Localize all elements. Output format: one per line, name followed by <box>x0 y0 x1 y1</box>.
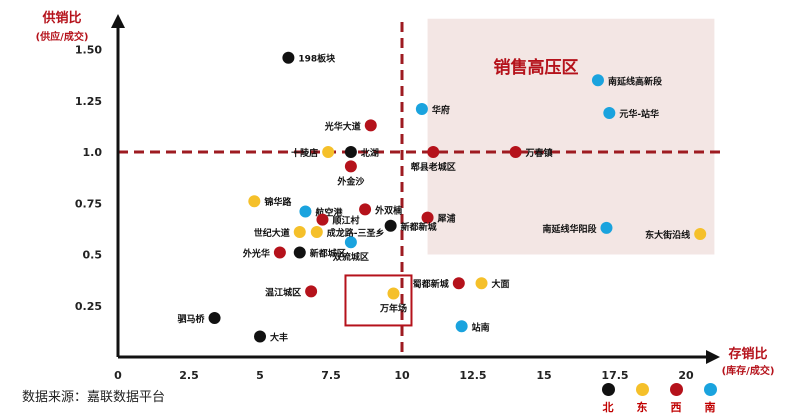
data-point <box>344 146 357 158</box>
data-point <box>344 236 357 249</box>
legend-item-north: 北 <box>596 383 620 415</box>
data-point-label: 外金沙 <box>336 175 364 187</box>
data-point <box>455 320 468 333</box>
legend-swatch <box>669 383 683 396</box>
data-point <box>475 277 488 290</box>
legend-label: 南 <box>704 401 716 414</box>
data-point <box>299 205 312 218</box>
x-tick-label: 15 <box>536 369 551 382</box>
data-point-label: 郫县老城区 <box>411 161 456 173</box>
x-tick-label: 17.5 <box>601 369 628 382</box>
x-tick-label: 10 <box>394 369 410 382</box>
high-pressure-zone <box>427 18 715 255</box>
highlight-box <box>344 274 413 327</box>
data-point <box>282 51 295 64</box>
data-point <box>509 146 522 158</box>
x-tick-label: 0 <box>114 369 122 382</box>
data-point-label: 成龙路-三圣乡 <box>327 227 385 239</box>
legend-swatch <box>635 383 649 396</box>
data-point-label: 十陵店 <box>291 147 318 159</box>
data-point-label: 锦华路 <box>264 196 292 208</box>
y-tick-label: 0.25 <box>75 300 102 313</box>
y-axis-arrow <box>111 14 125 28</box>
data-point-label: 北湖 <box>361 147 379 159</box>
legend-item-south: 南 <box>698 383 722 415</box>
x-tick-label: 7.5 <box>321 369 341 382</box>
data-point <box>293 225 306 238</box>
y-tick-label: 0.5 <box>83 249 103 262</box>
y-tick-label: 1.50 <box>75 44 102 57</box>
data-point-label: 南延线高新段 <box>608 75 663 87</box>
legend-label: 西 <box>670 401 682 414</box>
legend-item-west: 西 <box>664 383 688 415</box>
legend-item-east: 东 <box>630 383 654 415</box>
data-point-label: 万年场 <box>379 302 407 314</box>
legend-label: 北 <box>602 401 614 414</box>
data-point-label: 万春镇 <box>525 147 553 159</box>
data-point <box>359 203 372 216</box>
data-point-label: 顺江村 <box>332 215 359 227</box>
legend: 北东西南 <box>596 383 796 415</box>
data-point-label: 光华大道 <box>324 120 361 132</box>
data-source-note: 数据来源：嘉联数据平台 <box>22 390 166 405</box>
data-point <box>694 228 707 240</box>
x-axis-arrow <box>706 350 720 364</box>
x-axis-title: 存销比 <box>728 346 767 362</box>
data-point <box>421 211 434 224</box>
x-tick-label: 20 <box>678 369 694 382</box>
legend-swatch <box>703 383 717 396</box>
data-point-label: 世纪大道 <box>254 227 290 239</box>
data-point <box>254 330 266 343</box>
data-point-label: 外光华 <box>242 247 270 259</box>
y-tick-label: 1.0 <box>83 146 103 159</box>
x-tick-label: 2.5 <box>179 369 199 382</box>
data-point-label: 大面 <box>492 278 510 290</box>
data-point-label: 外双楠 <box>374 204 402 216</box>
data-point <box>591 74 604 87</box>
y-axis-title: 供销比 <box>41 10 81 26</box>
y-axis-subtitle: (供应/成交) <box>36 30 89 43</box>
x-tick-label: 5 <box>256 369 264 382</box>
data-point <box>427 146 440 158</box>
data-point <box>415 102 428 115</box>
data-point <box>452 277 465 290</box>
data-point-label: 蜀都新城 <box>413 278 449 290</box>
data-point <box>384 219 397 232</box>
data-point-label: 东大街沿线 <box>645 229 690 241</box>
data-point <box>344 160 357 173</box>
data-point-label: 温江城区 <box>265 286 301 298</box>
data-point <box>208 312 221 325</box>
x-axis-subtitle: (库存/成交) <box>722 364 775 377</box>
data-point <box>322 146 335 158</box>
y-tick-label: 0.75 <box>75 197 102 210</box>
y-tick-label: 1.25 <box>75 95 102 108</box>
x-tick-label: 12.5 <box>459 369 486 382</box>
data-point-label: 大丰 <box>270 332 288 344</box>
legend-swatch <box>601 383 615 396</box>
data-point-label: 新都新城 <box>401 221 437 233</box>
data-point <box>273 246 286 259</box>
data-point-label: 198板块 <box>298 53 336 65</box>
data-point <box>603 107 616 120</box>
data-point-label: 双流城区 <box>333 251 369 263</box>
data-point-label: 驷马桥 <box>178 313 206 325</box>
data-point-label: 华府 <box>432 104 450 116</box>
data-point <box>387 287 400 300</box>
data-point <box>364 119 377 132</box>
legend-label: 东 <box>636 401 648 414</box>
data-point-label: 南延线华阳段 <box>542 223 597 235</box>
data-point <box>310 225 323 238</box>
data-point <box>248 195 261 208</box>
data-point-label: 站南 <box>472 321 490 333</box>
data-point-label: 元华-站华 <box>619 108 659 120</box>
zone-label: 销售高压区 <box>493 57 578 78</box>
data-point <box>600 221 613 234</box>
data-point-label: 新都城区 <box>310 247 346 259</box>
data-point-label: 犀浦 <box>437 213 456 225</box>
data-point <box>316 213 329 226</box>
data-point <box>305 285 318 298</box>
data-point <box>293 246 306 259</box>
